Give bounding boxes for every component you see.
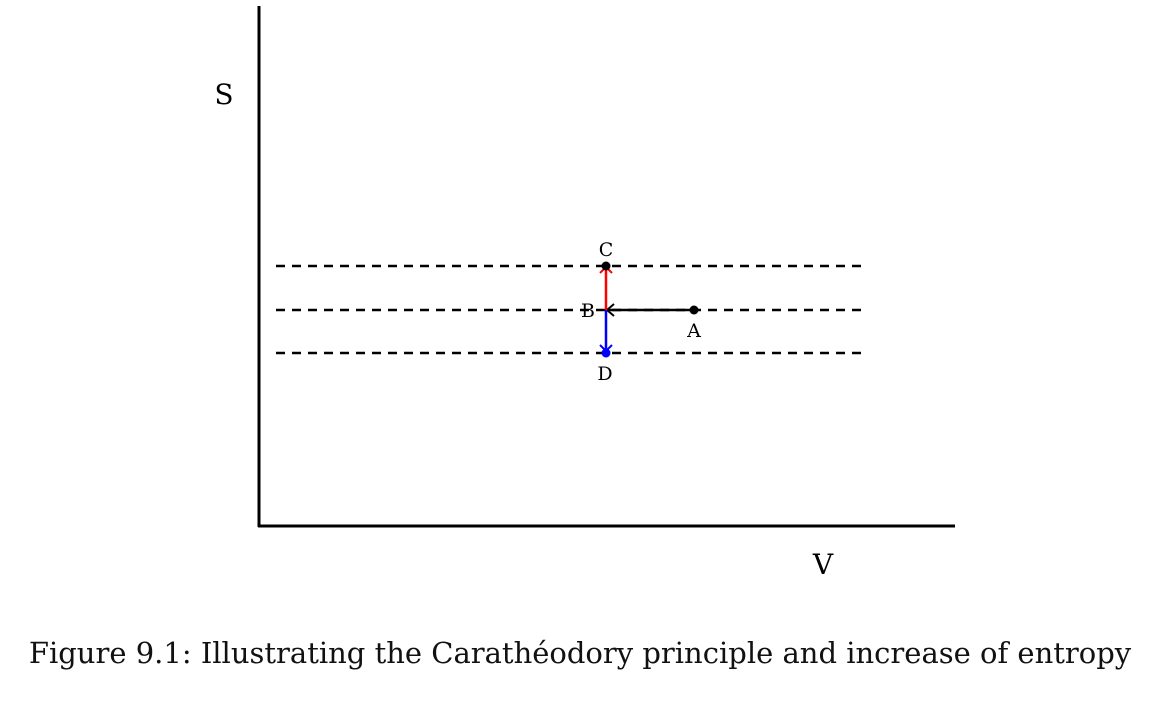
x-axis-label: V (812, 548, 834, 581)
y-axis-label: S (214, 78, 233, 111)
label-a: A (686, 320, 701, 342)
figure-caption: Figure 9.1: Illustrating the Carathéodor… (28, 636, 1132, 670)
label-c: C (599, 239, 614, 261)
point-a (689, 305, 699, 315)
point-c (601, 261, 611, 271)
point-d (601, 348, 611, 358)
label-d: D (597, 363, 612, 385)
label-b: B (581, 300, 595, 322)
